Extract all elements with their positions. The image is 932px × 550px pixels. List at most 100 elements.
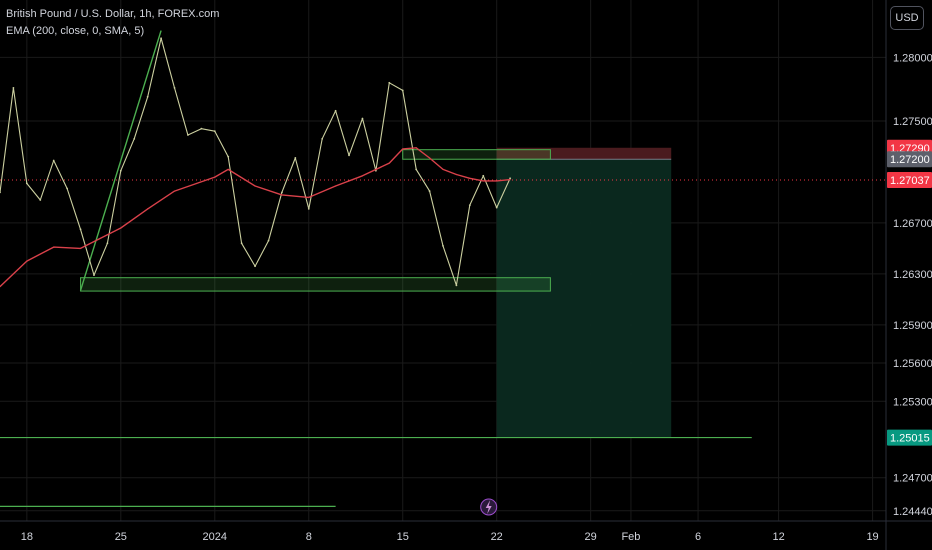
trend-line [79, 30, 162, 291]
y-tick-label: 1.27500 [893, 116, 932, 128]
x-tick-label: 22 [491, 531, 503, 543]
ema-series-line [0, 147, 511, 288]
ema-point [53, 246, 55, 248]
ema-point [442, 168, 444, 171]
price-point [401, 89, 404, 92]
price-point [133, 137, 136, 140]
y-tick-label: 1.25900 [893, 320, 932, 332]
y-tick-label: 1.26300 [893, 269, 932, 281]
price-point [361, 117, 364, 120]
price-point [482, 174, 485, 177]
ema-point [79, 247, 82, 249]
price-point [388, 81, 391, 84]
symbol-title[interactable]: British Pound / U.S. Dollar, 1h, FOREX.c… [6, 8, 220, 20]
price-point [106, 242, 109, 245]
price-point [0, 191, 1, 194]
support-zone [80, 277, 551, 292]
price-point [442, 244, 444, 247]
price-label-badge [887, 151, 932, 168]
price-point [187, 134, 189, 136]
x-tick-label: 29 [585, 531, 597, 543]
x-tick-label: 8 [306, 531, 312, 543]
currency-button[interactable]: USD [890, 6, 924, 30]
price-point [66, 187, 69, 190]
ema-point [428, 157, 431, 159]
y-tick-label: 1.25600 [893, 358, 932, 370]
price-point [509, 177, 512, 180]
y-tick-label: 1.28000 [893, 52, 932, 64]
ema-point [214, 176, 216, 178]
ema-point [26, 260, 28, 262]
x-tick-label: Feb [621, 531, 640, 543]
price-point [200, 127, 203, 130]
lightning-icon [485, 500, 492, 514]
ema-point [402, 148, 404, 150]
price-point [455, 284, 458, 287]
price-point [307, 208, 310, 210]
price-point [334, 109, 337, 112]
price-point [415, 168, 418, 171]
price-label-text: 1.25015 [890, 433, 930, 445]
price-point [25, 182, 28, 185]
price-point [294, 157, 297, 159]
price-point [495, 206, 498, 209]
x-tick-label: 25 [115, 531, 127, 543]
x-tick-label: 19 [866, 531, 878, 543]
price-point [281, 191, 283, 194]
y-tick-label: 1.24440 [893, 506, 932, 518]
event-marker-icon[interactable] [480, 498, 498, 516]
ema-point [227, 168, 229, 171]
price-point [39, 199, 42, 201]
chart-grid [0, 0, 886, 521]
position-target-area [496, 159, 672, 438]
ema-point [455, 173, 458, 176]
price-point [240, 242, 243, 245]
price-point [12, 86, 15, 89]
ema-point [388, 162, 390, 164]
ema-point [254, 185, 256, 187]
ema-point [120, 227, 122, 229]
drawing-layer [0, 30, 886, 507]
price-point [468, 204, 471, 206]
price-point [213, 130, 216, 133]
ema-point [0, 286, 1, 288]
price-point [52, 159, 55, 162]
price-point [119, 169, 122, 172]
x-tick-label: 2024 [203, 531, 227, 543]
price-label-text: 1.27037 [890, 175, 930, 187]
price-label-badge [887, 429, 932, 446]
series-layer [0, 37, 512, 288]
x-tick-label: 12 [772, 531, 784, 543]
price-point [254, 265, 256, 268]
ema-point [469, 177, 471, 179]
ema-point [173, 190, 176, 192]
ema-point [335, 185, 337, 187]
position-stop-area [496, 147, 672, 160]
price-point [321, 137, 324, 140]
y-tick-label: 1.24700 [893, 473, 932, 485]
resistance-zone [402, 149, 551, 160]
ema-point [509, 179, 511, 181]
price-point [227, 155, 230, 158]
price-point [348, 154, 350, 157]
indicator-legend[interactable]: EMA (200, close, 0, SMA, 5) [6, 25, 145, 37]
price-point [173, 86, 176, 89]
price-point [428, 190, 431, 192]
ema-point [281, 194, 283, 196]
price-label-text: 1.27200 [890, 154, 930, 166]
x-tick-label: 6 [695, 531, 701, 543]
x-tick-label: 18 [21, 531, 33, 543]
ema-point [361, 175, 364, 177]
ema-point [482, 180, 484, 182]
price-point [267, 239, 270, 242]
x-tick-label: 15 [397, 531, 409, 543]
price-label-badge [887, 171, 932, 188]
price-point [93, 274, 95, 277]
ema-point [415, 147, 417, 149]
price-point [79, 228, 82, 231]
y-tick-label: 1.26700 [893, 218, 932, 230]
price-point [160, 37, 162, 40]
